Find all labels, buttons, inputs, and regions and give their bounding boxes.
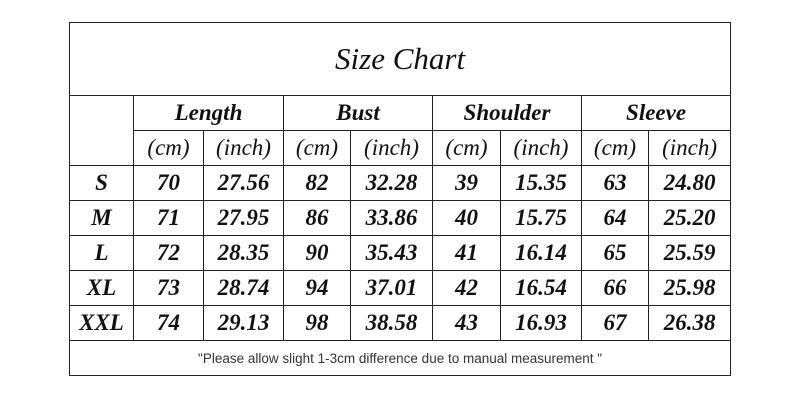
unit-header: (inch): [350, 130, 433, 166]
measure-cell: 86: [283, 200, 351, 236]
measure-cell: 70: [133, 165, 204, 201]
measure-cell: 74: [133, 305, 204, 341]
size-label: S: [69, 165, 134, 201]
size-label: M: [69, 200, 134, 236]
measure-cell: 72: [133, 235, 204, 271]
measure-cell: 41: [432, 235, 501, 271]
measure-cell: 42: [432, 270, 501, 306]
size-row: XL 73 28.74 94 37.01 42 16.54 66 25.98: [69, 270, 732, 306]
measure-cell: 65: [581, 235, 649, 271]
unit-header: (inch): [500, 130, 582, 166]
measure-cell: 90: [283, 235, 351, 271]
size-label: L: [69, 235, 134, 271]
footer-note: "Please allow slight 1-3cm difference du…: [68, 340, 732, 376]
measure-cell: 39: [432, 165, 501, 201]
measure-cell: 66: [581, 270, 649, 306]
measure-cell: 16.14: [500, 235, 582, 271]
unit-row: (cm) (inch) (cm) (inch) (cm) (inch) (cm) (inch): [70, 130, 732, 166]
measure-cell: 32.28: [350, 165, 433, 201]
unit-header: (cm): [133, 130, 204, 166]
size-label: XL: [69, 270, 134, 306]
measure-cell: 73: [133, 270, 204, 306]
measure-cell: 71: [133, 200, 204, 236]
measure-cell: 15.35: [500, 165, 582, 201]
group-header: Bust: [283, 95, 433, 131]
corner-cell: [69, 95, 134, 166]
size-row: L 72 28.35 90 35.43 41 16.14 65 25.59: [69, 235, 732, 271]
measure-cell: 26.38: [647, 305, 732, 341]
size-label: XXL: [69, 305, 134, 341]
measure-cell: 40: [432, 200, 501, 236]
measure-cell: 43: [432, 305, 501, 341]
measure-cell: 25.20: [647, 200, 732, 236]
table-body: Size Chart Length Bust Shoulder Sleeve (cm)(…: [68, 22, 732, 376]
unit-header: (inch): [647, 130, 732, 166]
measure-cell: 27.56: [203, 165, 284, 201]
unit-header: (cm): [432, 130, 501, 166]
size-row: XXL 74 29.13 98 38.58 43 16.93 67 26.38: [69, 305, 732, 341]
measure-cell: 94: [283, 270, 351, 306]
measure-cell: 67: [581, 305, 649, 341]
measure-cell: 28.35: [203, 235, 284, 271]
measure-cell: 37.01: [350, 270, 433, 306]
title-row: Size Chart: [68, 22, 732, 96]
measure-cell: 24.80: [647, 165, 732, 201]
measure-cell: 28.74: [203, 270, 284, 306]
measure-cell: 33.86: [350, 200, 433, 236]
size-row: M 71 27.95 86 33.86 40 15.75 64 25.20: [69, 200, 732, 236]
measure-cell: 25.59: [647, 235, 732, 271]
measure-cell: 16.93: [500, 305, 582, 341]
unit-header: (inch): [203, 130, 284, 166]
size-row: S 70 27.56 82 32.28 39 15.35 63 24.80: [69, 165, 732, 201]
measure-cell: 25.98: [647, 270, 732, 306]
measure-cell: 15.75: [500, 200, 582, 236]
measure-cell: 29.13: [203, 305, 284, 341]
group-header: Length: [133, 95, 284, 131]
unit-header: (cm): [283, 130, 351, 166]
size-table: Size Chart Length Bust Shoulder Sleeve (cm)(…: [68, 22, 732, 376]
measure-cell: 38.58: [350, 305, 433, 341]
measure-cell: 27.95: [203, 200, 284, 236]
group-header: Sleeve: [580, 95, 732, 131]
footer-row: "Please allow slight 1-3cm difference du…: [68, 340, 732, 376]
group-header: Shoulder: [432, 95, 582, 131]
measure-cell: 16.54: [500, 270, 582, 306]
measure-cell: 82: [283, 165, 351, 201]
title: Size Chart: [68, 22, 732, 96]
measure-cell: 64: [581, 200, 649, 236]
measure-cell: 98: [283, 305, 351, 341]
group-row: Length Bust Shoulder Sleeve: [69, 95, 732, 166]
measure-cell: 63: [581, 165, 649, 201]
measure-cell: 35.43: [350, 235, 433, 271]
unit-header: (cm): [581, 130, 649, 166]
